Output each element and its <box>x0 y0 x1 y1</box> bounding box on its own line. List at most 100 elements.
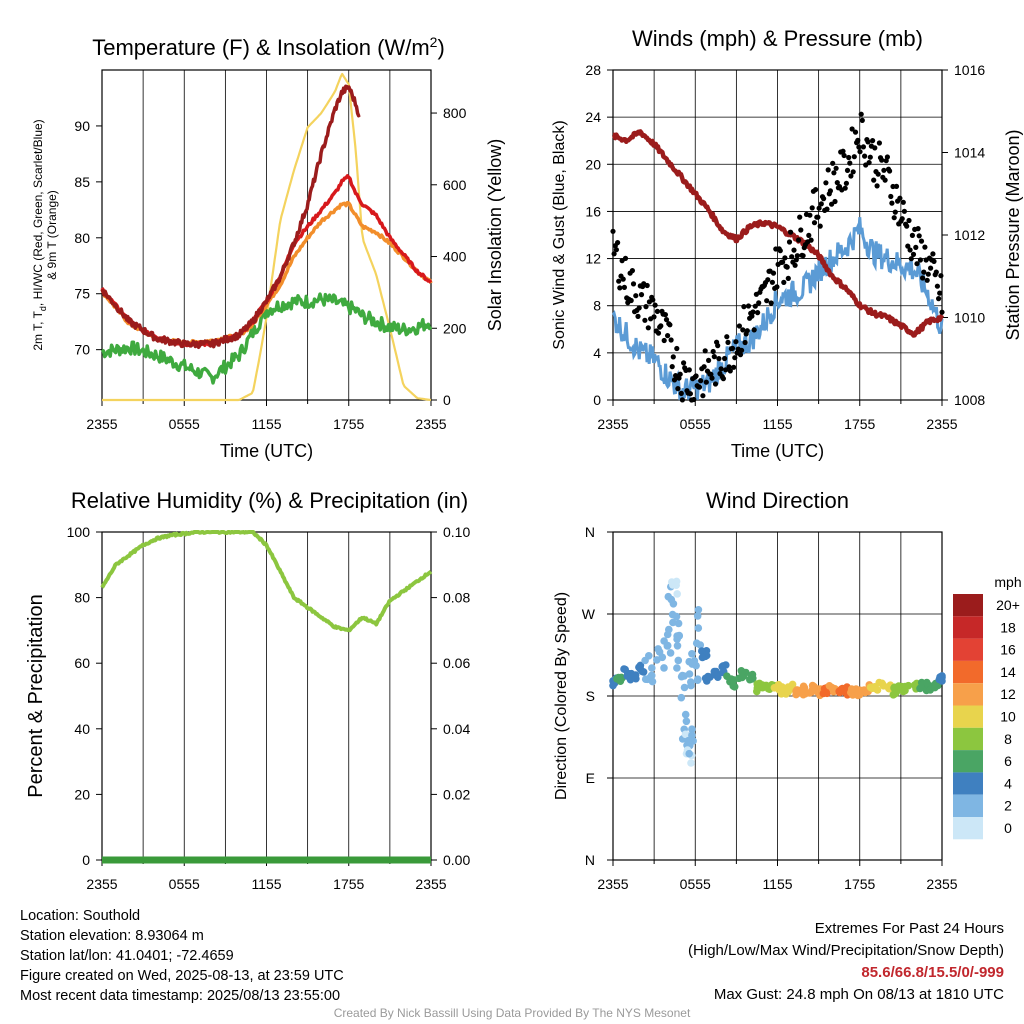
winds-gust-point <box>887 168 893 174</box>
winds-gust-point <box>764 298 770 304</box>
winds-ytick-label: 8 <box>593 298 601 314</box>
wind-speed-legend: mph 20+ 18 16 14 12 10 8 6 4 2 0 <box>953 574 1022 840</box>
winds-gust-point <box>709 375 715 381</box>
humidity-ytick-right-label: 0.10 <box>443 524 470 540</box>
extremes-title: Extremes For Past 24 Hours <box>814 920 1004 937</box>
winds-gust-point <box>654 308 661 314</box>
humidity-plot <box>100 530 433 864</box>
temperature-xtick-label: 1155 <box>251 416 281 432</box>
winds-gust-point <box>875 171 881 177</box>
wind-direction-point <box>894 682 903 690</box>
winds-gust-point <box>921 269 927 275</box>
winds-gust-point <box>931 258 937 264</box>
wind-direction-point <box>738 668 746 676</box>
winds-gust-point <box>888 193 894 200</box>
winds-gust-point <box>823 180 829 186</box>
humidity-ytick-right-label: 0.08 <box>443 590 470 606</box>
winds-gust-point <box>712 381 719 387</box>
wind-speed-legend-swatch <box>953 660 983 684</box>
humidity-ytick-right-label: 0.02 <box>443 786 470 802</box>
winds-gust-point <box>924 277 930 283</box>
winds-gust-point <box>691 396 697 403</box>
winds-gust-point <box>842 185 848 191</box>
winds-gust-point <box>676 375 682 381</box>
wind-speed-legend-title: mph <box>994 574 1021 590</box>
winds-gust-point <box>750 309 756 315</box>
wind-speed-legend-swatch <box>953 750 983 773</box>
wind-speed-legend-swatch <box>953 794 983 817</box>
winds-gust-point <box>638 292 645 298</box>
winds-gust-point <box>860 144 867 150</box>
winds-gust-point <box>667 322 673 328</box>
temperature-ytick-right-label: 400 <box>443 249 467 265</box>
wind-direction-plot <box>609 577 946 767</box>
winds-gust-point <box>616 278 622 284</box>
winds-gust-point <box>668 337 674 343</box>
humidity-ytick-label: 60 <box>74 655 90 671</box>
wind-direction-point <box>694 606 703 614</box>
winds-gust-point <box>615 240 621 246</box>
wind-direction-point <box>681 730 690 739</box>
winds-gust-point <box>846 154 852 161</box>
winds-gust-point <box>715 343 721 349</box>
wind-direction-point <box>829 687 838 696</box>
winds-gust-point <box>892 209 898 215</box>
wind-direction-point <box>710 667 719 676</box>
temperature-ytick-right-label: 600 <box>443 177 467 193</box>
temperature-ytick-label: 90 <box>74 118 90 134</box>
winds-gust-point <box>858 111 864 117</box>
winds-gust-point <box>881 167 887 173</box>
wind-direction-ytick-label: W <box>582 606 596 622</box>
winds-gust-point <box>665 333 671 339</box>
wind-direction-point <box>665 625 673 634</box>
winds-gust-point <box>871 177 877 183</box>
figure-created: Figure created on Wed, 2025-08-13, at 23… <box>20 968 344 984</box>
winds-gust-point <box>914 261 920 267</box>
winds-gust-point <box>859 117 865 123</box>
winds-gust-point <box>797 214 803 220</box>
wind-direction-point <box>677 693 686 702</box>
winds-gust-point <box>727 368 733 374</box>
winds-gust-point <box>643 304 649 310</box>
wind-direction-point <box>688 731 696 739</box>
winds-gust-point <box>920 275 926 281</box>
wind-direction-point <box>658 653 667 662</box>
winds-gust-point <box>840 148 846 154</box>
wind-direction-point <box>685 670 694 678</box>
winds-gust-point <box>785 275 791 281</box>
winds-gust-point <box>791 247 797 253</box>
wind-direction-point <box>685 749 693 758</box>
winds-gust-point <box>830 160 836 166</box>
wind-direction-point <box>819 689 828 698</box>
winds-gust-point <box>651 314 657 320</box>
winds-gust-point <box>891 215 897 221</box>
winds-gust-point <box>769 279 776 285</box>
winds-gust-point <box>756 300 762 306</box>
winds-gust-point <box>723 367 729 373</box>
winds-gust-point <box>710 348 716 355</box>
winds-plot <box>610 111 945 403</box>
winds-gust-point <box>652 302 658 308</box>
temperature-series-2m-t <box>100 84 361 350</box>
humidity-panel: 2355 0555 1155 1755 2355 0 20 40 60 80 100 0.00 0.02… <box>25 488 470 892</box>
humidity-xtick-label: 2355 <box>415 876 446 892</box>
humidity-ytick-label: 80 <box>74 590 90 606</box>
winds-gust-point <box>701 364 707 370</box>
winds-gust-point <box>677 371 683 377</box>
winds-gust-point <box>755 310 761 316</box>
winds-gust-point <box>788 229 794 235</box>
wind-speed-legend-label: 0 <box>1004 820 1012 836</box>
wind-direction-point <box>672 612 681 621</box>
temperature-ytick-label: 75 <box>74 286 90 302</box>
wind-direction-point <box>688 650 696 658</box>
wind-direction-point <box>696 641 705 649</box>
winds-gust-point <box>841 152 847 159</box>
winds-gust-point <box>818 201 824 207</box>
winds-gust-point <box>910 251 917 257</box>
wind-direction-point <box>792 687 800 695</box>
temperature-ytick-label: 80 <box>74 230 90 246</box>
winds-gust-point <box>862 153 868 159</box>
humidity-ytick-right-label: 0.00 <box>443 852 470 868</box>
station-info: Location: Southold Station elevation: 8.… <box>20 906 344 1006</box>
